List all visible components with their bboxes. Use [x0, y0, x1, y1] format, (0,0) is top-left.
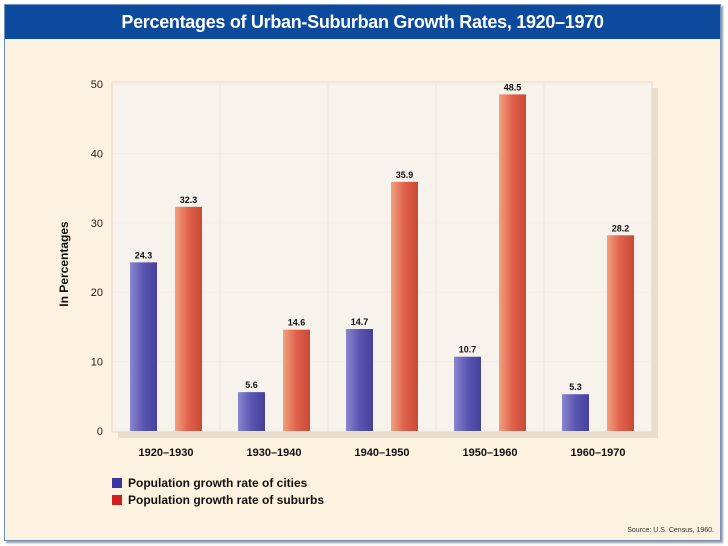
legend-label: Population growth rate of suburbs	[128, 492, 324, 507]
x-tick-label: 1960–1970	[570, 447, 625, 459]
data-label: 5.6	[245, 380, 258, 390]
legend: Population growth rate of cities Populat…	[112, 474, 324, 508]
y-tick-label: 0	[97, 426, 103, 438]
bar-cities	[454, 356, 481, 431]
data-label: 48.5	[504, 82, 522, 92]
y-tick-label: 40	[91, 148, 103, 160]
legend-item-suburbs: Population growth rate of suburbs	[112, 491, 324, 508]
legend-label: Population growth rate of cities	[128, 475, 308, 490]
chart-title: Percentages of Urban-Suburban Growth Rat…	[5, 5, 720, 39]
bar-cities	[130, 262, 157, 431]
data-label: 10.7	[459, 345, 477, 355]
x-tick-label: 1930–1940	[246, 447, 301, 459]
data-label: 14.7	[351, 317, 369, 327]
bar-suburbs	[391, 181, 418, 431]
x-tick-label: 1950–1960	[462, 447, 517, 459]
source-note: Source: U.S. Census, 1960.	[627, 527, 714, 534]
y-tick-label: 10	[91, 357, 103, 369]
legend-swatch-suburbs	[112, 494, 122, 505]
data-label: 24.3	[135, 250, 153, 260]
y-axis-label: In Percentages	[57, 221, 71, 307]
legend-swatch-cities	[112, 477, 122, 488]
y-tick-label: 50	[91, 79, 103, 91]
y-tick-label: 20	[91, 287, 103, 299]
bar-suburbs	[175, 206, 202, 431]
bar-cities	[238, 392, 265, 431]
legend-item-cities: Population growth rate of cities	[112, 474, 324, 491]
bar-cities	[346, 328, 373, 431]
data-label: 35.9	[396, 170, 414, 180]
y-tick-label: 30	[91, 218, 103, 230]
bar-suburbs	[283, 329, 310, 431]
data-label: 14.6	[288, 318, 306, 328]
bar-suburbs	[499, 94, 526, 431]
x-tick-label: 1940–1950	[354, 447, 409, 459]
bar-suburbs	[607, 235, 634, 431]
data-label: 5.3	[569, 382, 582, 392]
data-label: 28.2	[612, 223, 630, 233]
data-label: 32.3	[180, 195, 198, 205]
bar-cities	[562, 394, 589, 431]
x-tick-label: 1920–1930	[138, 447, 193, 459]
